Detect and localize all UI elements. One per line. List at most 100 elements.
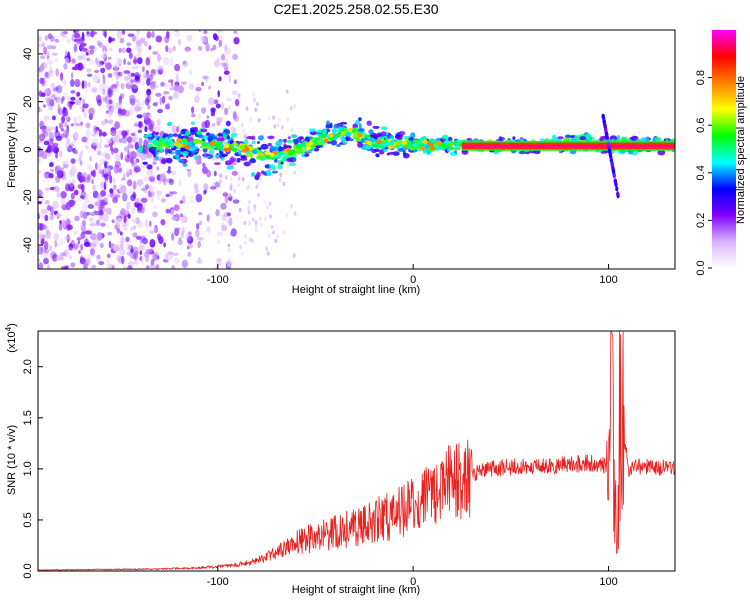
spectrogram-cell <box>57 107 64 116</box>
spectrogram-cell <box>228 74 232 83</box>
spectrogram-cell <box>169 57 174 66</box>
spectrogram-cell <box>229 182 233 192</box>
spectrogram-cell <box>87 204 95 209</box>
spectrogram-cell <box>162 133 169 137</box>
spectrogram-cell <box>111 106 116 110</box>
spectrogram-cell <box>116 228 121 234</box>
spectrogram-cell <box>54 38 60 43</box>
spectrogram-cell <box>146 31 152 39</box>
spectrogram-cell <box>252 92 256 97</box>
spectrogram-cell <box>203 183 209 191</box>
snr-plot-area <box>38 331 675 571</box>
spectrogram-cell <box>133 251 139 261</box>
spectrogram-cell <box>59 256 65 261</box>
spectrogram-cell <box>218 173 224 179</box>
spectrogram-cell <box>99 83 106 92</box>
spectrogram-cell <box>156 55 163 61</box>
spectrogram-cell <box>150 69 155 74</box>
spectrogram-cell <box>79 210 84 219</box>
spectrogram-cell <box>45 230 52 240</box>
spectrogram-cell <box>125 207 130 216</box>
spectrogram-cell <box>175 154 180 159</box>
spectrogram-cell <box>222 63 226 69</box>
spectrogram-cell <box>376 139 382 145</box>
spectrogram-panel: -40 -20 0 20 40 -100 0 100 Height of straight … <box>6 29 676 296</box>
spectrogram-cell <box>253 204 257 209</box>
spectrogram-cell <box>119 37 125 44</box>
spectrogram-cell <box>136 147 143 153</box>
spectrogram-cell <box>165 208 171 214</box>
spectrogram-cell <box>63 236 70 240</box>
spectrogram-cell <box>102 213 109 223</box>
spectrogram-cell <box>240 157 248 161</box>
spectrogram-cell <box>98 199 106 207</box>
spectrogram-cell <box>453 150 458 154</box>
spectrogram-cell <box>186 235 194 244</box>
spectrogram-cell <box>367 140 373 146</box>
spectrogram-cell <box>227 243 230 248</box>
spectrogram-cell <box>49 65 53 73</box>
spectrogram-cell <box>406 140 412 146</box>
spectrogram-cell <box>73 116 78 125</box>
spectrogram-cell <box>173 204 180 212</box>
spectrogram-cell <box>178 180 182 187</box>
spectrogram-cell <box>39 77 45 85</box>
spectrogram-cell <box>91 86 98 93</box>
spectrogram-cell <box>109 174 113 184</box>
spectrogram-cell <box>165 157 173 164</box>
spectrogram-cell <box>88 241 92 248</box>
spectrogram-cell <box>173 91 179 100</box>
spectrogram-cell <box>164 35 170 44</box>
spectrogram-cell <box>671 138 675 142</box>
spectrogram-cell <box>128 261 135 266</box>
spectrogram-cell <box>539 138 545 142</box>
spectrogram-cell <box>82 176 86 183</box>
spectrogram-cell <box>97 78 100 84</box>
spectrogram-cell <box>233 37 240 45</box>
spectrogram-cell <box>243 161 251 167</box>
spectrogram-cell <box>657 149 666 156</box>
spectrogram-cell <box>148 45 152 50</box>
spectrogram-cell <box>139 250 143 256</box>
spectrogram-cell <box>108 240 112 249</box>
spectrogram-cell <box>78 153 82 162</box>
spectrogram-cell <box>233 128 237 134</box>
spectrogram-cell <box>141 255 144 265</box>
spectrogram-cell <box>100 190 107 197</box>
spectrogram-cell <box>340 130 347 136</box>
spectrogram-cell <box>234 115 240 123</box>
spectrogram-cell <box>233 117 237 122</box>
spectrogram-cell <box>105 62 112 70</box>
spectrogram-cell <box>127 150 130 159</box>
spectrogram-cell <box>129 253 137 259</box>
spectrogram-cell <box>187 231 192 237</box>
spectrogram-cell <box>247 205 250 211</box>
spectrogram-cell <box>38 35 43 43</box>
spectrogram-cell <box>163 242 167 248</box>
spectrogram-cell <box>188 83 195 90</box>
spectrogram-cell <box>111 219 115 224</box>
spectrogram-cell <box>48 245 53 252</box>
spectrogram-cell <box>68 183 75 192</box>
spectrogram-cell <box>125 82 133 90</box>
spectrogram-cell <box>177 143 183 148</box>
spectrogram-cell <box>57 190 60 198</box>
spectrogram-cell <box>233 188 236 193</box>
spectrogram-cell <box>160 219 166 226</box>
spectrogram-cell <box>412 143 418 148</box>
spectrogram-cell <box>246 185 249 191</box>
spectrogram-cell <box>216 137 221 142</box>
spectrogram-cell <box>164 253 169 262</box>
spectrogram-cell <box>455 144 459 149</box>
spectrogram-cell <box>90 87 98 93</box>
spectrogram-cell <box>128 168 133 176</box>
spectrogram-cell <box>260 223 263 228</box>
spectrogram-cell <box>132 85 138 89</box>
spectrogram-cell <box>345 132 351 137</box>
spectrogram-cell <box>140 187 147 192</box>
spectrogram-cell <box>205 78 209 83</box>
spectrogram-cell <box>143 41 148 47</box>
spectrogram-cell <box>96 232 103 241</box>
spectrogram-cell <box>214 35 219 42</box>
spectrogram-cell <box>41 224 47 230</box>
